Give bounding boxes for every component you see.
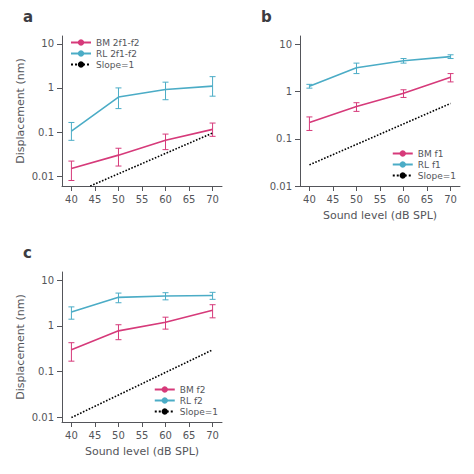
svg-text:50: 50: [112, 194, 125, 205]
svg-text:c: c: [23, 244, 32, 262]
svg-text:55: 55: [136, 430, 149, 441]
svg-text:50: 50: [112, 430, 125, 441]
svg-text:RL f2: RL f2: [180, 396, 203, 406]
svg-text:10: 10: [279, 39, 292, 50]
svg-text:65: 65: [183, 430, 196, 441]
svg-text:70: 70: [206, 430, 219, 441]
svg-text:a: a: [23, 8, 33, 26]
svg-text:0.01: 0.01: [32, 412, 54, 423]
svg-text:60: 60: [397, 194, 410, 205]
svg-text:0.1: 0.1: [38, 127, 54, 138]
svg-text:0.1: 0.1: [276, 133, 292, 144]
svg-text:50: 50: [350, 194, 363, 205]
svg-text:65: 65: [183, 194, 196, 205]
svg-text:b: b: [261, 8, 272, 26]
svg-text:Displacement (nm): Displacement (nm): [14, 58, 27, 163]
svg-text:55: 55: [136, 194, 149, 205]
svg-text:55: 55: [374, 194, 387, 205]
svg-text:1: 1: [48, 82, 54, 93]
svg-text:RL f1: RL f1: [418, 160, 441, 170]
svg-text:45: 45: [89, 430, 102, 441]
svg-text:0.01: 0.01: [32, 171, 54, 182]
svg-text:Sound level (dB SPL): Sound level (dB SPL): [85, 445, 199, 458]
svg-text:0.01: 0.01: [270, 181, 292, 192]
svg-text:60: 60: [159, 430, 172, 441]
svg-text:Sound level (dB SPL): Sound level (dB SPL): [323, 209, 437, 222]
svg-text:Slope=1: Slope=1: [418, 171, 456, 181]
svg-text:40: 40: [65, 430, 78, 441]
svg-text:60: 60: [159, 194, 172, 205]
svg-text:Displacement (nm): Displacement (nm): [14, 294, 27, 399]
svg-text:40: 40: [303, 194, 316, 205]
svg-text:BM f2: BM f2: [180, 385, 206, 395]
svg-text:Slope=1: Slope=1: [96, 60, 134, 70]
svg-text:10: 10: [41, 38, 54, 49]
svg-text:65: 65: [421, 194, 434, 205]
svg-text:1: 1: [286, 86, 292, 97]
svg-text:BM 2f1-f2: BM 2f1-f2: [96, 38, 140, 48]
svg-text:40: 40: [65, 194, 78, 205]
svg-text:70: 70: [206, 194, 219, 205]
svg-text:RL 2f1-f2: RL 2f1-f2: [96, 49, 137, 59]
svg-text:1: 1: [48, 320, 54, 331]
svg-text:0.1: 0.1: [38, 366, 54, 377]
svg-text:10: 10: [41, 275, 54, 286]
svg-text:70: 70: [444, 194, 457, 205]
svg-text:45: 45: [89, 194, 102, 205]
svg-text:45: 45: [327, 194, 340, 205]
svg-text:BM f1: BM f1: [418, 149, 444, 159]
svg-text:Slope=1: Slope=1: [180, 407, 218, 417]
